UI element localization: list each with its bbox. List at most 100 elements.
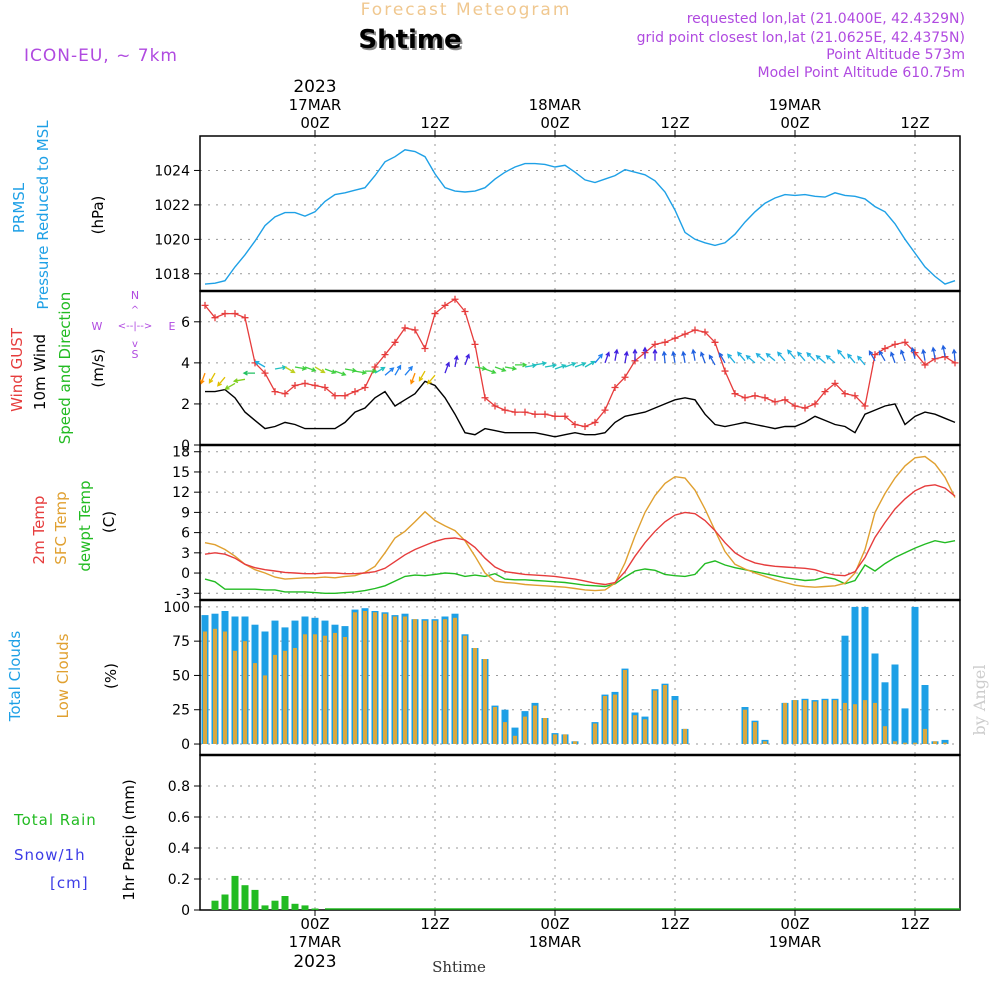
xtick-date: 18MAR bbox=[529, 96, 582, 114]
gust-marker bbox=[921, 361, 929, 369]
rain-bar bbox=[231, 875, 239, 910]
cloud-total-label: Total Clouds bbox=[6, 631, 24, 723]
temp-dew-label: dewpt Temp bbox=[76, 480, 94, 571]
model-altitude: Model Point Altitude 610.75m bbox=[758, 65, 965, 81]
gust-marker bbox=[381, 351, 389, 359]
low-cloud-bar bbox=[673, 700, 677, 744]
compass-cross: <--|--> bbox=[118, 321, 153, 332]
xtick-date: 19MAR bbox=[769, 933, 822, 951]
total-cloud-bar bbox=[941, 739, 949, 744]
wind-direction-arrow bbox=[324, 368, 337, 375]
wind-direction-arrow bbox=[941, 344, 947, 357]
xtick-label: 12Z bbox=[420, 915, 449, 933]
ytick-label: 25 bbox=[172, 703, 190, 719]
wind-direction-arrow bbox=[365, 368, 378, 374]
gust-marker bbox=[351, 388, 359, 396]
gust-marker bbox=[831, 379, 839, 387]
low-cloud-bar bbox=[923, 728, 927, 744]
gust-marker bbox=[581, 423, 589, 431]
wind-unit: (m/s) bbox=[89, 348, 107, 387]
low-cloud-bar bbox=[763, 741, 767, 744]
temp-2m-label: 2m Temp bbox=[30, 496, 48, 565]
gust-marker bbox=[361, 384, 369, 392]
wind-direction-arrow bbox=[304, 366, 317, 372]
wind-direction-arrow bbox=[878, 350, 886, 362]
wind-direction-arrow bbox=[374, 366, 386, 374]
cloud-low-label: Low Clouds bbox=[54, 633, 72, 718]
low-cloud-bar bbox=[893, 741, 897, 744]
xtick-label: 12Z bbox=[900, 915, 929, 933]
requested-coords: requested lon,lat (21.0400E, 42.4329N) bbox=[687, 11, 965, 27]
ytick-label: 6 bbox=[181, 315, 190, 331]
wind-direction-arrow bbox=[755, 352, 766, 362]
wind-direction-arrow bbox=[294, 365, 308, 371]
gust-marker bbox=[291, 381, 299, 389]
gust-marker bbox=[891, 340, 899, 348]
wind-labels: Wind GUST 10m Wind Speed and Direction (… bbox=[8, 289, 176, 444]
wind-direction-arrow bbox=[274, 365, 288, 371]
low-cloud-bar bbox=[853, 704, 857, 744]
gust-marker bbox=[871, 351, 879, 359]
wind-direction-arrow bbox=[727, 353, 736, 364]
wind-direction-arrow bbox=[409, 372, 416, 385]
xtick-date: 17MAR bbox=[289, 96, 342, 114]
wind-direction-arrow bbox=[224, 382, 236, 390]
rain-bar bbox=[291, 903, 299, 910]
wind-direction-arrow bbox=[544, 363, 558, 369]
xtick-year: 2023 bbox=[293, 952, 336, 972]
wind-direction-arrow bbox=[642, 346, 648, 359]
gust-marker bbox=[471, 340, 479, 348]
low-cloud-bar bbox=[833, 700, 837, 744]
wind-direction-arrow bbox=[632, 348, 638, 361]
rain-bar bbox=[281, 896, 289, 910]
rain-bar bbox=[221, 894, 229, 910]
precip-axis-label: 1hr Precip (mm) bbox=[120, 779, 138, 900]
gust-marker bbox=[411, 326, 419, 334]
xtick-label: 12Z bbox=[420, 114, 449, 132]
ytick-label: 0 bbox=[181, 438, 190, 454]
low-cloud-bar bbox=[513, 735, 517, 744]
wind-direction-arrow bbox=[494, 366, 507, 372]
gust-marker bbox=[901, 338, 909, 346]
wind-direction-arrow bbox=[604, 351, 611, 364]
gust-marker bbox=[751, 392, 759, 400]
low-cloud-bar bbox=[473, 648, 477, 744]
snow-unit: [cm] bbox=[50, 874, 89, 892]
ytick-label: 0 bbox=[181, 566, 190, 582]
wind-direction-arrow bbox=[951, 348, 957, 361]
gust-marker bbox=[201, 301, 209, 309]
wind-direction-arrow bbox=[554, 364, 567, 370]
gust-marker bbox=[341, 392, 349, 400]
gust-marker bbox=[851, 392, 859, 400]
compass-n: N bbox=[131, 289, 139, 302]
wind-direction-arrow bbox=[825, 354, 836, 364]
gust-marker bbox=[601, 406, 609, 414]
panel-pressure: 1018 1020 1022 1024 bbox=[154, 135, 961, 292]
ytick-label: 3 bbox=[181, 546, 190, 562]
rain-bar bbox=[261, 905, 269, 910]
sfc-temp-line bbox=[204, 455, 956, 592]
low-cloud-bar bbox=[653, 690, 657, 744]
wind-direction-arrow bbox=[334, 370, 347, 377]
gust-marker bbox=[861, 402, 869, 410]
gust-marker bbox=[531, 410, 539, 418]
total-cloud-bar bbox=[871, 653, 879, 744]
low-cloud-bar bbox=[263, 675, 267, 744]
low-cloud-bar bbox=[373, 612, 377, 744]
ytick-label: 50 bbox=[172, 668, 190, 684]
xtick-label: 00Z bbox=[540, 114, 569, 132]
wind-direction-arrow bbox=[199, 372, 206, 385]
gust-marker bbox=[401, 324, 409, 332]
model-name: ICON-EU, ~ 7km bbox=[24, 46, 178, 66]
xtick-label: 00Z bbox=[780, 114, 809, 132]
ytick-label: 18 bbox=[172, 445, 190, 461]
low-cloud-bar bbox=[743, 709, 747, 744]
footer-location: Shtime bbox=[432, 958, 486, 976]
gust-marker bbox=[691, 326, 699, 334]
gust-marker bbox=[621, 373, 629, 381]
low-cloud-bar bbox=[433, 620, 437, 745]
gust-marker bbox=[791, 402, 799, 410]
wind-direction-arrow bbox=[652, 348, 658, 361]
wind-direction-arrow bbox=[344, 367, 358, 373]
